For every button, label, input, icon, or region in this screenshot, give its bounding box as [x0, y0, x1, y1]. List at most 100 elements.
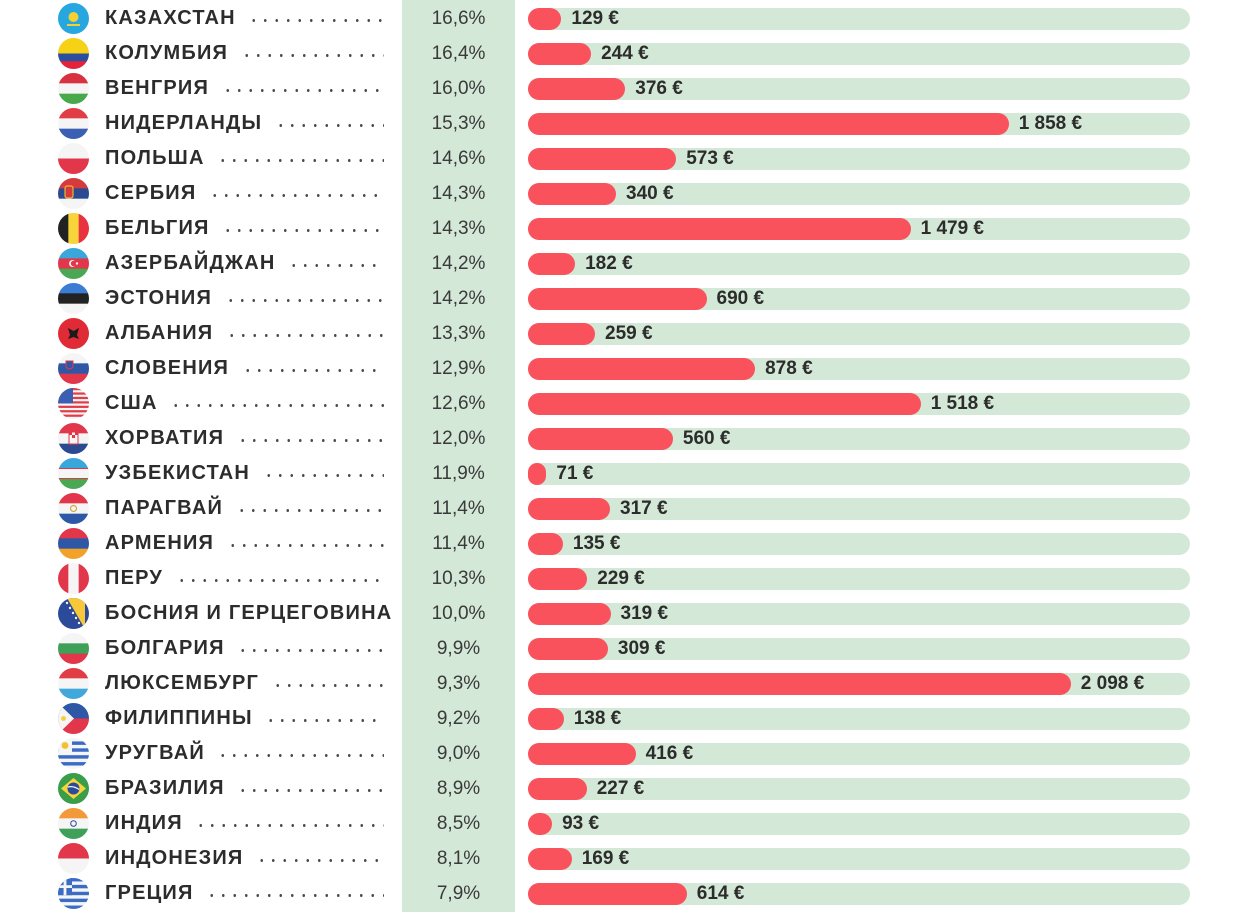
kazakhstan-flag-icon	[58, 3, 89, 34]
bar-track	[528, 743, 1190, 765]
peru-flag-icon	[58, 563, 89, 594]
leader-dots	[209, 194, 384, 197]
luxembourg-flag-icon	[58, 668, 89, 699]
country-label: УРУГВАЙ	[105, 742, 205, 764]
value-label: 2 098 €	[1080, 673, 1145, 694]
value-bar	[528, 148, 677, 170]
value-bar	[528, 743, 636, 765]
country-label: ФИЛИППИНЫ	[105, 707, 253, 729]
country-label: СЛОВЕНИЯ	[105, 357, 230, 379]
value-label: 1 858 €	[1018, 113, 1083, 134]
armenia-flag-icon	[58, 528, 89, 559]
bar-track	[528, 428, 1190, 450]
leader-dots	[222, 89, 384, 92]
bar-track	[528, 883, 1190, 905]
azerbaijan-flag-icon	[58, 248, 89, 279]
country-label: БЕЛЬГИЯ	[105, 217, 210, 239]
greece-flag-icon	[58, 878, 89, 909]
bar-track	[528, 148, 1190, 170]
leader-dots	[176, 579, 384, 582]
percent-label: 7,9%	[436, 883, 481, 904]
serbia-flag-icon	[58, 178, 89, 209]
bar-track	[528, 183, 1190, 205]
bar-track	[528, 253, 1190, 275]
percent-label: 16,0%	[431, 78, 486, 99]
leader-dots	[263, 474, 384, 477]
value-bar	[528, 78, 626, 100]
value-bar	[528, 813, 553, 835]
value-bar	[528, 778, 587, 800]
value-label: 244 €	[601, 43, 649, 64]
percent-label: 10,0%	[431, 603, 486, 624]
value-label: 227 €	[596, 778, 645, 799]
leader-dots	[217, 159, 384, 162]
country-label: БОСНИЯ И ГЕРЦЕГОВИНА	[105, 602, 393, 624]
leader-dots	[222, 229, 384, 232]
leader-dots	[206, 894, 384, 897]
estonia-flag-icon	[58, 283, 89, 314]
chart-row: ПАРАГВАЙ 11,4% 317 €	[0, 491, 1241, 526]
value-bar	[528, 218, 911, 240]
philippines-flag-icon	[58, 703, 89, 734]
percent-label: 12,9%	[431, 358, 486, 379]
bar-track	[528, 323, 1190, 345]
percent-label: 9,9%	[436, 638, 481, 659]
percent-label: 14,2%	[431, 253, 486, 274]
country-label: ПЕРУ	[105, 567, 164, 589]
percent-label: 8,5%	[436, 813, 481, 834]
bar-track	[528, 78, 1190, 100]
leader-dots	[275, 124, 384, 127]
value-bar	[528, 638, 608, 660]
leader-dots	[227, 544, 384, 547]
country-label: ПАРАГВАЙ	[105, 497, 224, 519]
value-label: 560 €	[682, 428, 731, 449]
value-bar	[528, 113, 1009, 135]
india-flag-icon	[58, 808, 89, 839]
bar-track	[528, 533, 1190, 555]
colombia-flag-icon	[58, 38, 89, 69]
country-label: ЭСТОНИЯ	[105, 287, 213, 309]
value-bar	[528, 673, 1071, 695]
chart-row: ЛЮКСЕМБУРГ 9,3% 2 098 €	[0, 666, 1241, 701]
value-label: 309 €	[617, 638, 666, 659]
bulgaria-flag-icon	[58, 633, 89, 664]
value-label: 319 €	[620, 603, 669, 624]
country-label: КАЗАХСТАН	[105, 7, 236, 29]
netherlands-flag-icon	[58, 108, 89, 139]
value-bar	[528, 568, 588, 590]
chart-row: АРМЕНИЯ 11,4% 135 €	[0, 526, 1241, 561]
chart-row: АЛБАНИЯ 13,3% 259 €	[0, 316, 1241, 351]
country-label: ИНДОНЕЗИЯ	[105, 847, 244, 869]
percent-label: 8,1%	[436, 848, 481, 869]
value-bar	[528, 883, 687, 905]
value-label: 614 €	[696, 883, 745, 904]
country-label: СЕРБИЯ	[105, 182, 197, 204]
poland-flag-icon	[58, 143, 89, 174]
percent-label: 16,4%	[431, 43, 486, 64]
leader-dots	[170, 404, 384, 407]
country-label: АЗЕРБАЙДЖАН	[105, 252, 276, 274]
bar-track	[528, 463, 1190, 485]
country-label: АЛБАНИЯ	[105, 322, 214, 344]
country-label: ЛЮКСЕМБУРГ	[105, 672, 260, 694]
percent-label: 12,0%	[431, 428, 486, 449]
leader-dots	[226, 334, 384, 337]
chart-row: ГРЕЦИЯ 7,9% 614 €	[0, 876, 1241, 911]
percent-label: 14,6%	[431, 148, 486, 169]
bar-track	[528, 848, 1190, 870]
leader-dots	[217, 754, 384, 757]
percent-label: 16,6%	[431, 8, 486, 29]
value-bar	[528, 323, 595, 345]
value-bar	[528, 428, 673, 450]
leader-dots	[272, 684, 384, 687]
uruguay-flag-icon	[58, 738, 89, 769]
leader-dots	[288, 264, 384, 267]
value-label: 416 €	[645, 743, 694, 764]
percent-label: 11,4%	[432, 498, 485, 519]
value-label: 573 €	[686, 148, 734, 169]
percent-label: 9,2%	[436, 708, 481, 729]
albania-flag-icon	[58, 318, 89, 349]
country-label: ПОЛЬША	[105, 147, 205, 169]
country-label: БОЛГАРИЯ	[105, 637, 225, 659]
value-label: 1 518 €	[930, 393, 995, 414]
